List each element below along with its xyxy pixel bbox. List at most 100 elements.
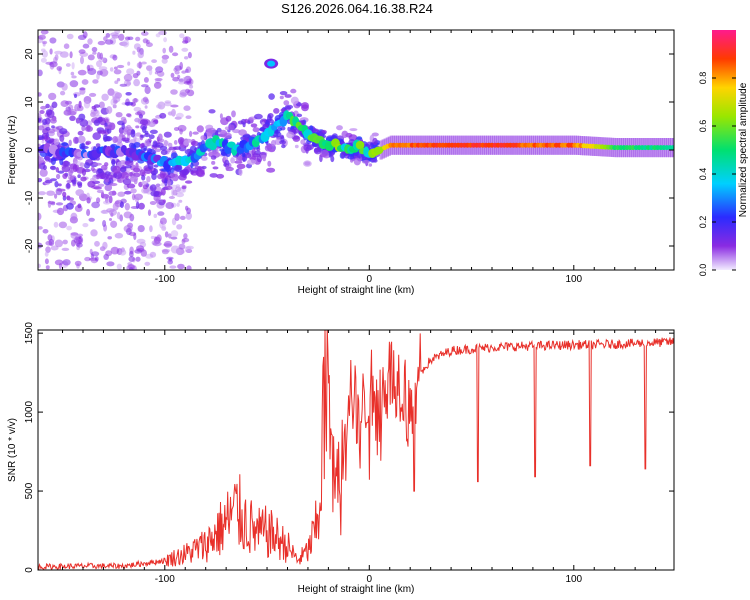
snr-x-label: Height of straight line (km) bbox=[298, 584, 415, 595]
noise-speck bbox=[38, 263, 41, 268]
spread-speck bbox=[106, 106, 113, 114]
noise-speck bbox=[170, 104, 179, 108]
noise-speck bbox=[189, 84, 194, 89]
noise-speck bbox=[169, 265, 177, 269]
spread-speck bbox=[146, 142, 152, 147]
noise-speck bbox=[179, 33, 185, 39]
noise-speck bbox=[103, 36, 108, 42]
noise-speck bbox=[41, 139, 45, 144]
spread-speck bbox=[59, 134, 65, 142]
noise-speck bbox=[181, 238, 186, 244]
spread-speck bbox=[173, 140, 178, 145]
noise-speck bbox=[82, 43, 90, 49]
spread-speck bbox=[296, 113, 303, 118]
spread-speck bbox=[77, 130, 84, 136]
spread-speck bbox=[178, 137, 185, 145]
snr-series-line bbox=[38, 330, 674, 570]
y-tick-label: 20 bbox=[24, 48, 35, 60]
spread-speck bbox=[153, 164, 159, 168]
spread-speck bbox=[124, 165, 132, 169]
spread-speck bbox=[63, 109, 72, 116]
spread-speck bbox=[83, 162, 91, 169]
spread-speck bbox=[103, 136, 113, 142]
noise-speck bbox=[76, 242, 83, 248]
noise-speck bbox=[126, 81, 131, 86]
noise-speck bbox=[98, 66, 108, 71]
spread-speck bbox=[78, 113, 86, 121]
noise-speck bbox=[170, 89, 178, 95]
noise-speck bbox=[168, 45, 174, 53]
spread-speck bbox=[231, 110, 236, 118]
spread-speck bbox=[151, 173, 157, 181]
spread-speck bbox=[129, 175, 139, 182]
noise-speck bbox=[91, 46, 98, 53]
noise-speck bbox=[133, 78, 141, 87]
noise-speck bbox=[143, 77, 149, 83]
noise-speck bbox=[99, 68, 109, 77]
noise-speck bbox=[136, 245, 145, 252]
spread-speck bbox=[161, 188, 166, 196]
noise-speck bbox=[96, 197, 101, 204]
spread-speck bbox=[81, 168, 87, 176]
spread-speck bbox=[93, 162, 102, 166]
noise-speck bbox=[92, 51, 97, 55]
spread-speck bbox=[252, 127, 260, 133]
noise-speck bbox=[41, 30, 46, 37]
spread-speck bbox=[290, 96, 299, 105]
spread-speck bbox=[306, 144, 314, 151]
spread-speck bbox=[238, 168, 243, 176]
noise-speck bbox=[182, 40, 189, 44]
noise-speck bbox=[98, 101, 105, 109]
spread-speck bbox=[120, 171, 129, 179]
noise-speck bbox=[126, 68, 135, 75]
spread-speck bbox=[262, 123, 268, 128]
noise-speck bbox=[187, 51, 192, 59]
spread-speck bbox=[270, 139, 277, 147]
noise-speck bbox=[104, 184, 113, 192]
noise-speck bbox=[117, 191, 126, 197]
colorbar-tick-label: 0.6 bbox=[698, 120, 708, 133]
noise-speck bbox=[175, 192, 185, 198]
noise-speck bbox=[184, 246, 192, 253]
spread-speck bbox=[241, 152, 246, 158]
spread-speck bbox=[290, 88, 297, 94]
noise-speck bbox=[117, 64, 125, 69]
spread-speck bbox=[163, 139, 168, 147]
noise-speck bbox=[60, 100, 69, 107]
colorbar: 0.0 0.2 0.4 0.6 0.8 Normalized spectral ampl… bbox=[698, 30, 749, 276]
spread-speck bbox=[55, 167, 60, 173]
spread-speck bbox=[85, 142, 90, 146]
noise-speck bbox=[38, 226, 43, 230]
noise-speck bbox=[134, 197, 140, 203]
noise-speck bbox=[40, 57, 47, 63]
noise-speck bbox=[96, 52, 101, 59]
noise-speck bbox=[161, 249, 169, 255]
spread-speck bbox=[48, 138, 56, 145]
snr-panel: -100 0 100 0 500 1000 1500 Height of straight… bbox=[7, 322, 675, 595]
noise-speck bbox=[154, 77, 163, 82]
spread-speck bbox=[254, 113, 263, 120]
noise-speck bbox=[38, 69, 43, 77]
noise-speck bbox=[38, 212, 42, 221]
noise-speck bbox=[61, 247, 70, 251]
noise-speck bbox=[87, 38, 93, 45]
snr-frame bbox=[37, 329, 675, 571]
noise-speck bbox=[54, 239, 64, 248]
noise-speck bbox=[124, 202, 130, 211]
noise-speck bbox=[175, 186, 182, 192]
spread-speck bbox=[230, 157, 236, 164]
spread-speck bbox=[38, 178, 43, 183]
spread-speck bbox=[38, 156, 45, 164]
ridge-cell bbox=[670, 145, 674, 151]
spread-speck bbox=[173, 146, 181, 151]
spread-speck bbox=[77, 135, 86, 144]
noise-speck bbox=[66, 33, 74, 40]
spread-speck bbox=[148, 121, 156, 128]
spread-speck bbox=[101, 164, 108, 171]
noise-speck bbox=[142, 96, 149, 103]
spread-speck bbox=[123, 128, 128, 135]
spread-speck bbox=[320, 149, 329, 157]
noise-speck bbox=[164, 231, 169, 238]
noise-speck bbox=[106, 261, 115, 267]
x-tick-label: -100 bbox=[155, 274, 175, 285]
